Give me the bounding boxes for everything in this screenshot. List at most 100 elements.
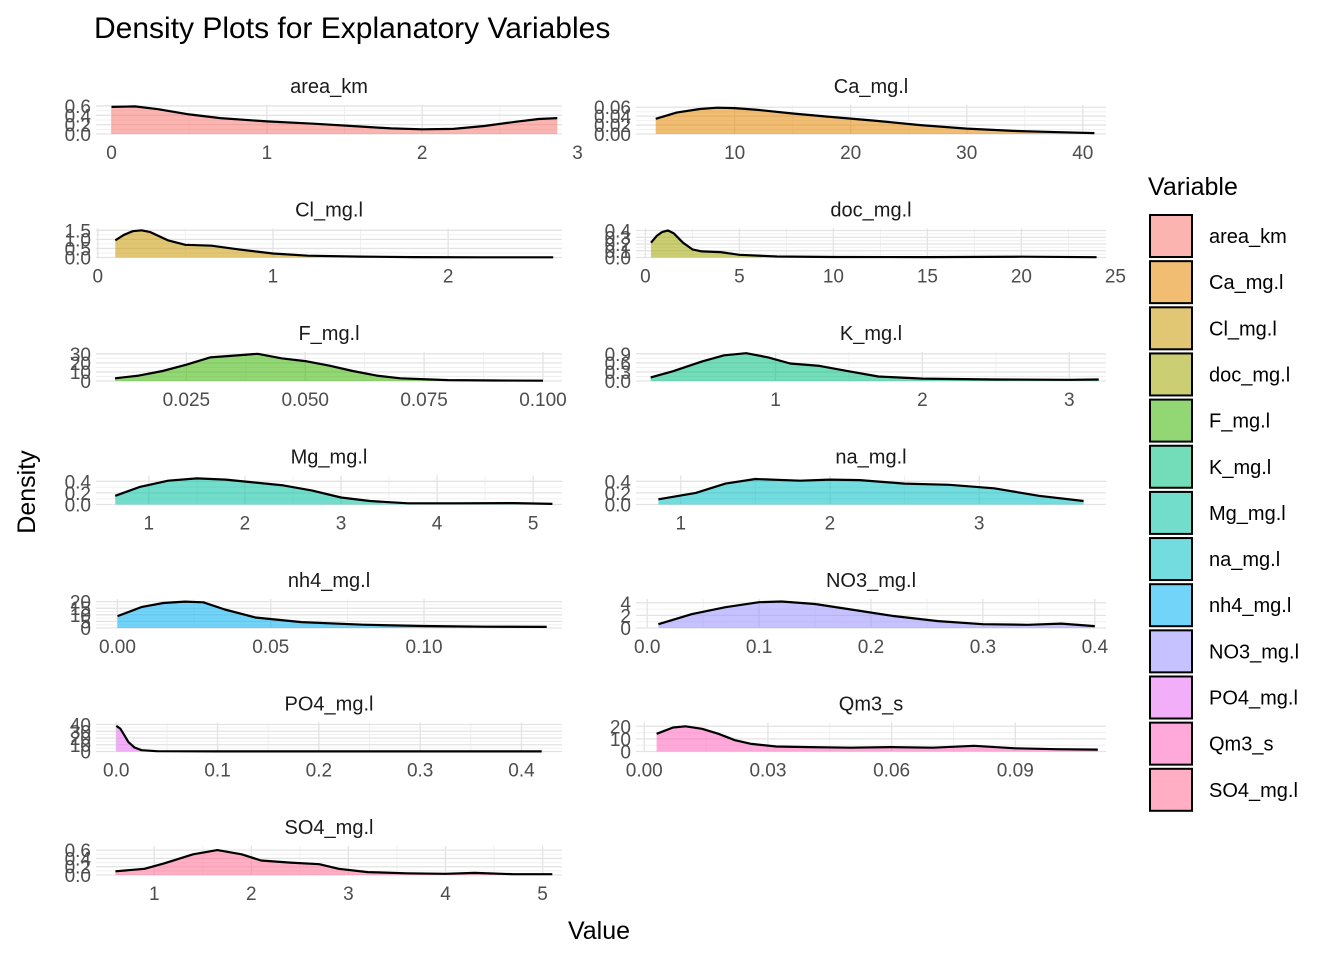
- legend-item-k-mg-l: K_mg.l: [1149, 444, 1271, 489]
- x-tick-label: 0.075: [400, 390, 448, 411]
- density-line-na-mg-l: [658, 477, 1084, 503]
- strip-label-k-mg-l: K_mg.l: [840, 323, 902, 345]
- x-tick-label: 5: [734, 267, 745, 288]
- legend-label-no3-mg-l: NO3_mg.l: [1209, 641, 1299, 663]
- y-tick-label: 0.4: [65, 106, 92, 127]
- legend-key-no3-mg-l: [1149, 629, 1193, 674]
- legend-item-no3-mg-l: NO3_mg.l: [1149, 629, 1299, 674]
- x-tick-label: 0.09: [997, 761, 1034, 782]
- y-tick-label: 0.0: [605, 372, 631, 393]
- legend-key-qm3-s: [1149, 721, 1193, 766]
- x-tick-label: 0.4: [1082, 637, 1109, 658]
- y-tick-label: 0.00: [594, 125, 631, 146]
- legend-key-k-mg-l: [1149, 444, 1193, 489]
- density-area-no3-mg-l: [658, 601, 1095, 628]
- x-tick-label: 0.06: [873, 761, 910, 782]
- x-tick-label: 5: [537, 884, 548, 905]
- density-area-mg-mg-l: [115, 478, 553, 505]
- panel-na-mg-l: na_mg.l 1 2 3 0.00.20.4: [605, 447, 1106, 535]
- strip-label-f-mg-l: F_mg.l: [298, 323, 359, 345]
- legend-key-ca-mg-l: [1149, 260, 1193, 305]
- y-axis-title: Density: [13, 450, 41, 534]
- x-tick-label: 0.0: [634, 637, 660, 658]
- y-tick-label: 20: [70, 593, 91, 614]
- x-tick-label: 1: [149, 884, 160, 905]
- y-tick-label: 0.3: [605, 228, 631, 249]
- facet-panels: area_km0 1 2 30.00.20.40.6Ca_mg.l10 20 30 400.…: [65, 76, 1126, 905]
- legend-label-ca-mg-l: Ca_mg.l: [1209, 272, 1283, 294]
- legend-item-qm3-s: Qm3_s: [1149, 721, 1273, 766]
- density-area-na-mg-l: [658, 479, 1084, 505]
- legend-item-so4-mg-l: SO4_mg.l: [1149, 767, 1298, 812]
- y-tick-label: 0.3: [605, 363, 631, 384]
- y-tick-label: 40: [70, 716, 91, 737]
- y-tick-label: 0: [620, 743, 631, 764]
- legend-item-po4-mg-l: PO4_mg.l: [1149, 675, 1298, 720]
- legend-item-doc-mg-l: doc_mg.l: [1149, 352, 1290, 397]
- x-tick-label: 20: [1011, 267, 1032, 288]
- x-tick-label: 25: [1105, 267, 1126, 288]
- x-tick-label: 0: [640, 267, 651, 288]
- chart-title: Density Plots for Explanatory Variables: [94, 12, 610, 45]
- x-tick-label: 0.00: [99, 637, 136, 658]
- y-tick-label: 0.2: [605, 484, 631, 505]
- legend-key-mg-mg-l: [1149, 490, 1193, 535]
- legend-item-area-km: area_km: [1149, 214, 1287, 258]
- legend-label-mg-mg-l: Mg_mg.l: [1209, 503, 1286, 525]
- x-tick-label: 5: [528, 514, 539, 535]
- y-tick-label: 0.9: [605, 345, 631, 366]
- y-tick-label: 10: [70, 363, 91, 384]
- y-tick-label: 10: [610, 730, 631, 751]
- x-tick-label: 0.3: [970, 637, 996, 658]
- density-line-f-mg-l: [114, 352, 544, 382]
- legend-label-so4-mg-l: SO4_mg.l: [1209, 780, 1298, 802]
- x-tick-label: 2: [825, 514, 836, 535]
- x-tick-label: 1: [268, 267, 279, 288]
- y-tick-label: 0: [80, 743, 91, 764]
- y-tick-label: 0.6: [605, 354, 631, 375]
- y-tick-label: 0.0: [605, 496, 631, 517]
- y-tick-label: 2: [620, 606, 631, 627]
- y-tick-label: 0.4: [65, 849, 92, 870]
- y-tick-label: 5: [80, 612, 91, 633]
- legend-item-cl-mg-l: Cl_mg.l: [1149, 306, 1277, 351]
- x-tick-label: 0.3: [407, 761, 433, 782]
- y-tick-label: 0.02: [594, 116, 631, 137]
- x-tick-label: 2: [443, 267, 454, 288]
- y-tick-label: 20: [70, 354, 91, 375]
- density-area-area-km: [111, 106, 558, 134]
- x-tick-label: 4: [440, 884, 451, 905]
- y-tick-label: 0.6: [65, 97, 91, 118]
- strip-label-mg-mg-l: Mg_mg.l: [291, 447, 368, 469]
- panel-k-mg-l: K_mg.l 1 2 3 0.00.30.60.9: [605, 323, 1106, 411]
- legend-key-nh4-mg-l: [1149, 583, 1193, 628]
- strip-label-area-km: area_km: [290, 76, 368, 98]
- x-tick-label: 0.2: [858, 637, 884, 658]
- legend-label-po4-mg-l: PO4_mg.l: [1209, 688, 1298, 710]
- legend-key-doc-mg-l: [1149, 352, 1193, 397]
- strip-label-doc-mg-l: doc_mg.l: [830, 200, 911, 222]
- y-tick-label: 0: [620, 619, 631, 640]
- panel-cl-mg-l: Cl_mg.l 0 1 2 0.00.51.01.5: [65, 200, 562, 288]
- x-tick-label: 3: [974, 514, 985, 535]
- density-area-doc-mg-l: [651, 230, 1097, 258]
- x-tick-label: 15: [917, 267, 938, 288]
- y-tick-label: 0.2: [65, 116, 91, 137]
- legend-label-qm3-s: Qm3_s: [1209, 734, 1273, 756]
- x-tick-label: 0.00: [626, 761, 663, 782]
- x-tick-label: 1: [144, 514, 155, 535]
- legend-label-nh4-mg-l: nh4_mg.l: [1209, 595, 1291, 617]
- x-tick-label: 0.1: [204, 761, 230, 782]
- panel-doc-mg-l: doc_mg.l 0 5 10 15 20 25 0.00.10.20.30.4: [605, 200, 1126, 288]
- density-line-nh4-mg-l: [117, 600, 547, 628]
- y-tick-label: 4: [620, 594, 631, 615]
- density-line-cl-mg-l: [114, 229, 554, 259]
- legend-item-f-mg-l: F_mg.l: [1149, 398, 1270, 443]
- x-tick-label: 2: [917, 390, 928, 411]
- y-tick-label: 1.5: [65, 221, 91, 242]
- density-line-po4-mg-l: [115, 724, 542, 753]
- density-area-k-mg-l: [650, 353, 1099, 381]
- y-tick-label: 30: [70, 345, 91, 366]
- y-tick-label: 10: [70, 736, 91, 757]
